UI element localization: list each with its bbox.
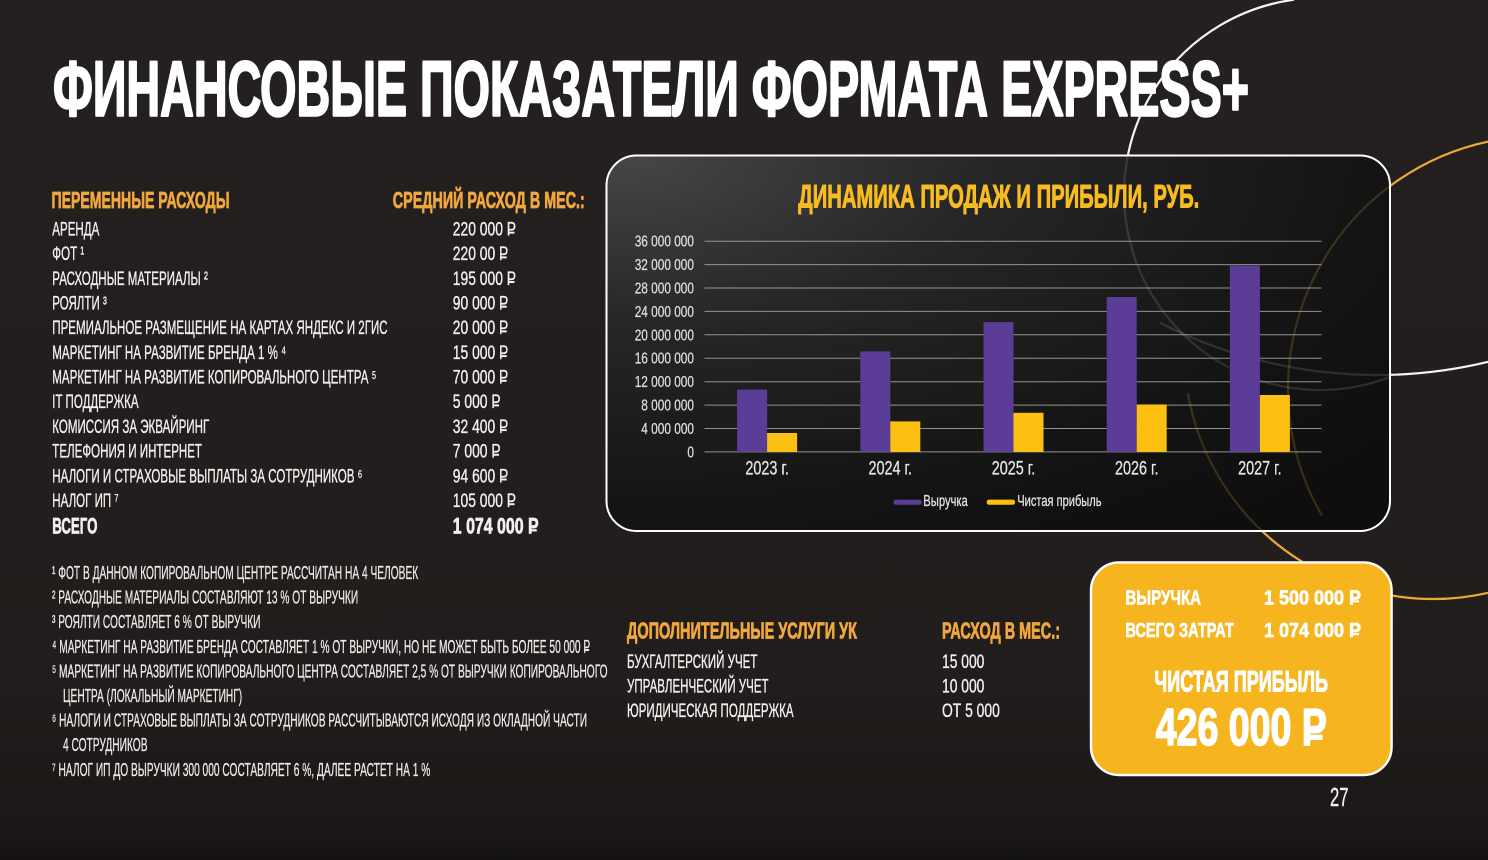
svg-text:7 000 Р: 7 000 Р (453, 442, 501, 463)
svg-text:5 000 Р: 5 000 Р (453, 392, 501, 413)
svg-text:² РАСХОДНЫЕ МАТЕРИАЛЫ СОСТАВЛЯ: ² РАСХОДНЫЕ МАТЕРИАЛЫ СОСТАВЛЯЮТ 13 % ОТ… (52, 587, 358, 608)
svg-text:ПЕРЕМЕННЫЕ РАСХОДЫ: ПЕРЕМЕННЫЕ РАСХОДЫ (52, 187, 230, 213)
svg-text:1 074 000 Р: 1 074 000 Р (453, 514, 539, 539)
svg-text:МАРКЕТИНГ НА РАЗВИТИЕ БРЕНДА 1: МАРКЕТИНГ НА РАЗВИТИЕ БРЕНДА 1 % ⁴ (52, 343, 286, 364)
svg-text:15 000: 15 000 (942, 652, 984, 673)
svg-text:⁵ МАРКЕТИНГ НА РАЗВИТИЕ КОПИРО: ⁵ МАРКЕТИНГ НА РАЗВИТИЕ КОПИРОВАЛЬНОГО Ц… (52, 660, 608, 681)
svg-text:⁷ НАЛОГ ИП ДО ВЫРУЧКИ 300 000: ⁷ НАЛОГ ИП ДО ВЫРУЧКИ 300 000 СОСТАВЛЯЕТ… (52, 759, 430, 780)
svg-text:ВЫРУЧКА: ВЫРУЧКА (1125, 587, 1201, 609)
svg-text:ЮРИДИЧЕСКАЯ ПОДДЕРЖКА: ЮРИДИЧЕСКАЯ ПОДДЕРЖКА (627, 701, 794, 722)
svg-text:105 000 Р: 105 000 Р (453, 491, 516, 512)
svg-text:4 000 000: 4 000 000 (641, 420, 694, 438)
svg-text:32 400 Р: 32 400 Р (453, 417, 509, 438)
svg-text:НАЛОГ ИП ⁷: НАЛОГ ИП ⁷ (52, 491, 118, 512)
svg-text:НАЛОГИ И СТРАХОВЫЕ ВЫПЛАТЫ ЗА: НАЛОГИ И СТРАХОВЫЕ ВЫПЛАТЫ ЗА СОТРУДНИКО… (52, 466, 362, 487)
svg-text:IT ПОДДЕРЖКА: IT ПОДДЕРЖКА (52, 392, 138, 413)
svg-text:1 074 000 Р: 1 074 000 Р (1264, 620, 1361, 642)
svg-text:8 000 000: 8 000 000 (641, 397, 694, 415)
svg-text:ДИНАМИКА ПРОДАЖ И ПРИБЫЛИ, РУБ: ДИНАМИКА ПРОДАЖ И ПРИБЫЛИ, РУБ. (798, 178, 1199, 214)
svg-text:195 000 Р: 195 000 Р (453, 269, 516, 290)
svg-text:РОЯЛТИ ³: РОЯЛТИ ³ (52, 294, 106, 315)
svg-text:15 000 Р: 15 000 Р (453, 343, 509, 364)
svg-text:АРЕНДА: АРЕНДА (52, 220, 99, 241)
svg-text:ФОТ ¹: ФОТ ¹ (52, 244, 84, 265)
svg-text:20 000 000: 20 000 000 (635, 326, 694, 344)
svg-text:2023 г.: 2023 г. (745, 458, 789, 480)
svg-text:16 000 000: 16 000 000 (635, 350, 694, 368)
svg-text:220 000 Р: 220 000 Р (453, 220, 516, 241)
svg-text:2024 г.: 2024 г. (869, 458, 913, 480)
svg-text:24 000 000: 24 000 000 (635, 303, 694, 321)
svg-text:12 000 000: 12 000 000 (635, 373, 694, 391)
svg-text:РАСХОДНЫЕ МАТЕРИАЛЫ ²: РАСХОДНЫЕ МАТЕРИАЛЫ ² (52, 269, 208, 290)
svg-text:Чистая прибыль: Чистая прибыль (1017, 493, 1101, 510)
svg-text:³ РОЯЛТИ СОСТАВЛЯЕТ 6 % ОТ ВЫР: ³ РОЯЛТИ СОСТАВЛЯЕТ 6 % ОТ ВЫРУЧКИ (52, 611, 261, 632)
svg-text:Выручка: Выручка (923, 493, 968, 510)
svg-text:БУХГАЛТЕРСКИЙ УЧЕТ: БУХГАЛТЕРСКИЙ УЧЕТ (627, 651, 758, 673)
svg-text:28 000 000: 28 000 000 (635, 280, 694, 298)
svg-text:32 000 000: 32 000 000 (635, 256, 694, 274)
svg-text:90 000 Р: 90 000 Р (453, 294, 509, 315)
svg-text:ФИНАНСОВЫЕ ПОКАЗАТЕЛИ ФОРМАТА: ФИНАНСОВЫЕ ПОКАЗАТЕЛИ ФОРМАТА EXPRESS+ (53, 45, 1249, 133)
svg-text:10 000: 10 000 (942, 677, 984, 698)
svg-text:РАСХОД В МЕС.:: РАСХОД В МЕС.: (942, 617, 1060, 643)
svg-text:ТЕЛЕФОНИЯ И ИНТЕРНЕТ: ТЕЛЕФОНИЯ И ИНТЕРНЕТ (52, 442, 202, 463)
svg-text:0: 0 (687, 443, 694, 461)
svg-text:27: 27 (1330, 782, 1349, 812)
svg-text:ВСЕГО: ВСЕГО (52, 514, 97, 539)
svg-text:36 000 000: 36 000 000 (635, 233, 694, 251)
svg-text:1 500 000 Р: 1 500 000 Р (1264, 587, 1361, 609)
svg-text:⁴ МАРКЕТИНГ НА РАЗВИТИЕ БРЕНДА: ⁴ МАРКЕТИНГ НА РАЗВИТИЕ БРЕНДА СОСТАВЛЯЕ… (52, 636, 590, 657)
svg-text:94 600 Р: 94 600 Р (453, 466, 509, 487)
svg-text:ОТ 5 000: ОТ 5 000 (942, 701, 1000, 722)
svg-text:2026 г.: 2026 г. (1115, 458, 1159, 480)
svg-text:УПРАВЛЕНЧЕСКИЙ УЧЕТ: УПРАВЛЕНЧЕСКИЙ УЧЕТ (627, 676, 769, 698)
svg-text:70 000 Р: 70 000 Р (453, 368, 509, 389)
svg-text:ВСЕГО ЗАТРАТ: ВСЕГО ЗАТРАТ (1125, 620, 1234, 642)
svg-text:426 000 Р: 426 000 Р (1156, 698, 1327, 756)
svg-text:ДОПОЛНИТЕЛЬНЫЕ УСЛУГИ УК: ДОПОЛНИТЕЛЬНЫЕ УСЛУГИ УК (627, 617, 857, 643)
svg-text:⁶ НАЛОГИ И СТРАХОВЫЕ ВЫПЛАТЫ З: ⁶ НАЛОГИ И СТРАХОВЫЕ ВЫПЛАТЫ ЗА СОТРУДНИ… (52, 710, 587, 731)
svg-text:¹ ФОТ В ДАННОМ КОПИРОВАЛЬНОМ Ц: ¹ ФОТ В ДАННОМ КОПИРОВАЛЬНОМ ЦЕНТРЕ РАСС… (52, 562, 418, 583)
svg-text:4 СОТРУДНИКОВ: 4 СОТРУДНИКОВ (63, 734, 148, 755)
svg-text:ПРЕМИАЛЬНОЕ РАЗМЕЩЕНИЕ НА КАРТ: ПРЕМИАЛЬНОЕ РАЗМЕЩЕНИЕ НА КАРТАХ ЯНДЕКС … (52, 318, 387, 339)
svg-text:2025 г.: 2025 г. (992, 458, 1036, 480)
svg-text:ЧИСТАЯ ПРИБЫЛЬ: ЧИСТАЯ ПРИБЫЛЬ (1155, 666, 1329, 699)
svg-text:ЦЕНТРА (ЛОКАЛЬНЫЙ МАРКЕТИНГ): ЦЕНТРА (ЛОКАЛЬНЫЙ МАРКЕТИНГ) (63, 685, 242, 706)
svg-text:220 00 Р: 220 00 Р (453, 244, 509, 265)
svg-text:МАРКЕТИНГ НА РАЗВИТИЕ КОПИРОВА: МАРКЕТИНГ НА РАЗВИТИЕ КОПИРОВАЛЬНОГО ЦЕН… (52, 368, 376, 389)
svg-text:2027 г.: 2027 г. (1238, 458, 1282, 480)
svg-text:КОМИССИЯ ЗА ЭКВАЙРИНГ: КОМИССИЯ ЗА ЭКВАЙРИНГ (52, 416, 209, 438)
svg-text:20 000 Р: 20 000 Р (453, 318, 509, 339)
svg-text:СРЕДНИЙ РАСХОД В МЕС.:: СРЕДНИЙ РАСХОД В МЕС.: (393, 186, 585, 213)
